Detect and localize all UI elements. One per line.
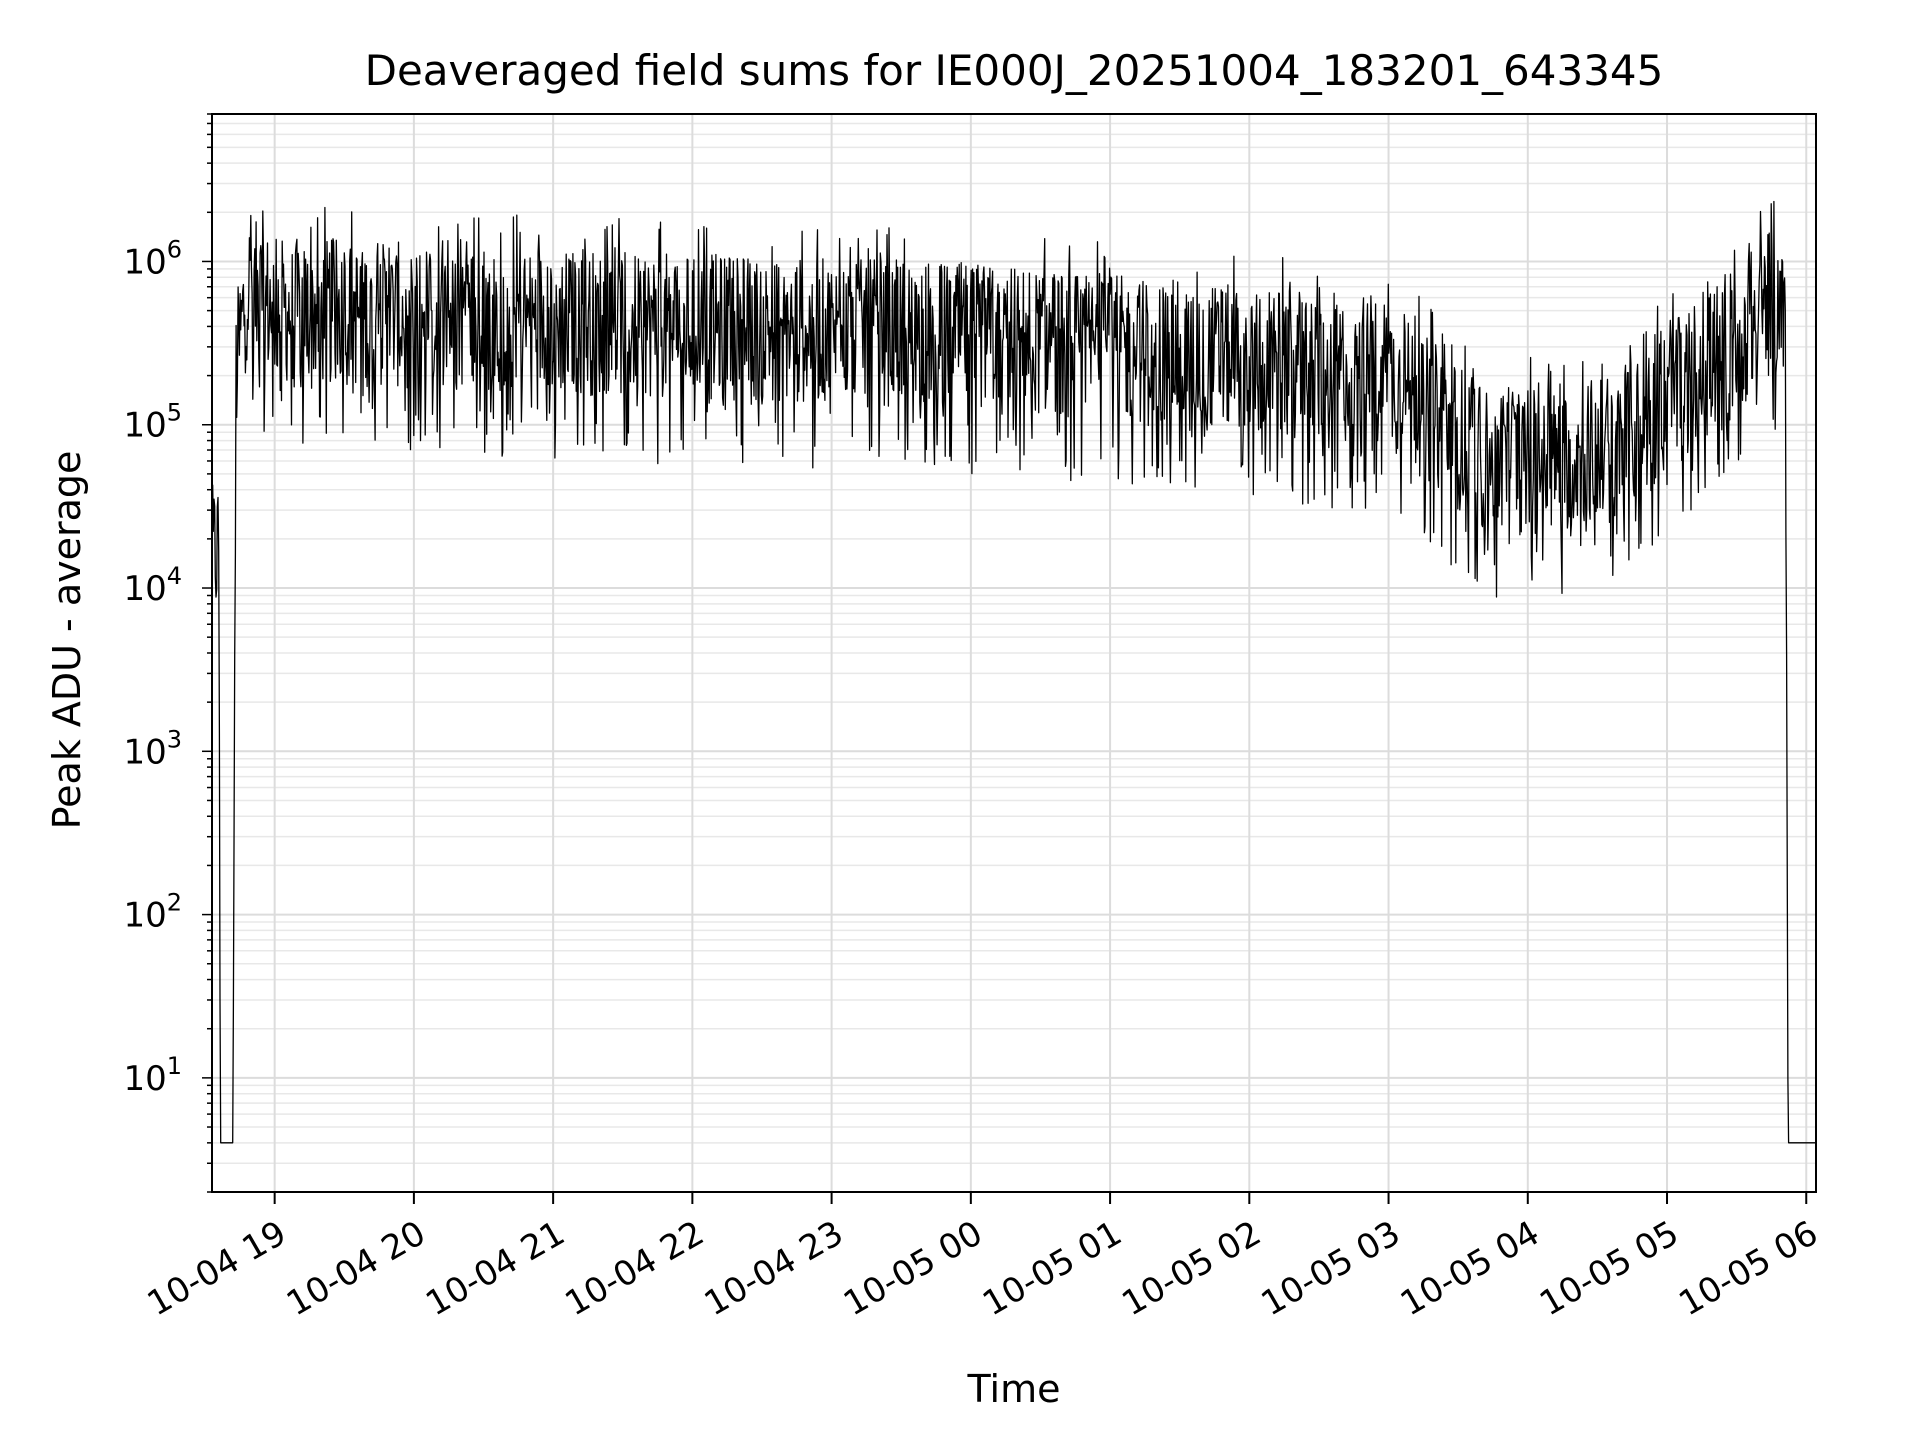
y-tick-base: 10 — [123, 406, 166, 446]
y-tick-label: 105 — [123, 399, 182, 446]
y-tick-base: 10 — [123, 242, 166, 282]
y-tick-exponent: 6 — [167, 235, 182, 263]
y-tick-exponent: 1 — [167, 1052, 182, 1080]
y-axis-label: Peak ADU - average — [45, 451, 89, 830]
series-layer — [211, 200, 1816, 1144]
y-tick-exponent: 3 — [167, 725, 182, 753]
y-tick-label: 102 — [123, 889, 182, 936]
x-axis-label: Time — [967, 1367, 1061, 1411]
y-tick-label: 106 — [123, 235, 182, 282]
y-tick-base: 10 — [123, 569, 166, 609]
y-tick-label: 103 — [123, 725, 182, 772]
chart-title: Deaveraged field sums for IE000J_2025100… — [365, 46, 1664, 95]
y-tick-base: 10 — [123, 732, 166, 772]
grid — [212, 113, 1816, 1193]
y-tick-label: 104 — [123, 562, 182, 609]
y-tick-base: 10 — [123, 1059, 166, 1099]
y-tick-exponent: 5 — [167, 399, 182, 427]
y-tick-exponent: 4 — [167, 562, 182, 590]
y-tick-base: 10 — [123, 896, 166, 936]
y-tick-exponent: 2 — [167, 889, 182, 917]
y-tick-label: 101 — [123, 1052, 182, 1099]
series-line — [211, 200, 1816, 1144]
